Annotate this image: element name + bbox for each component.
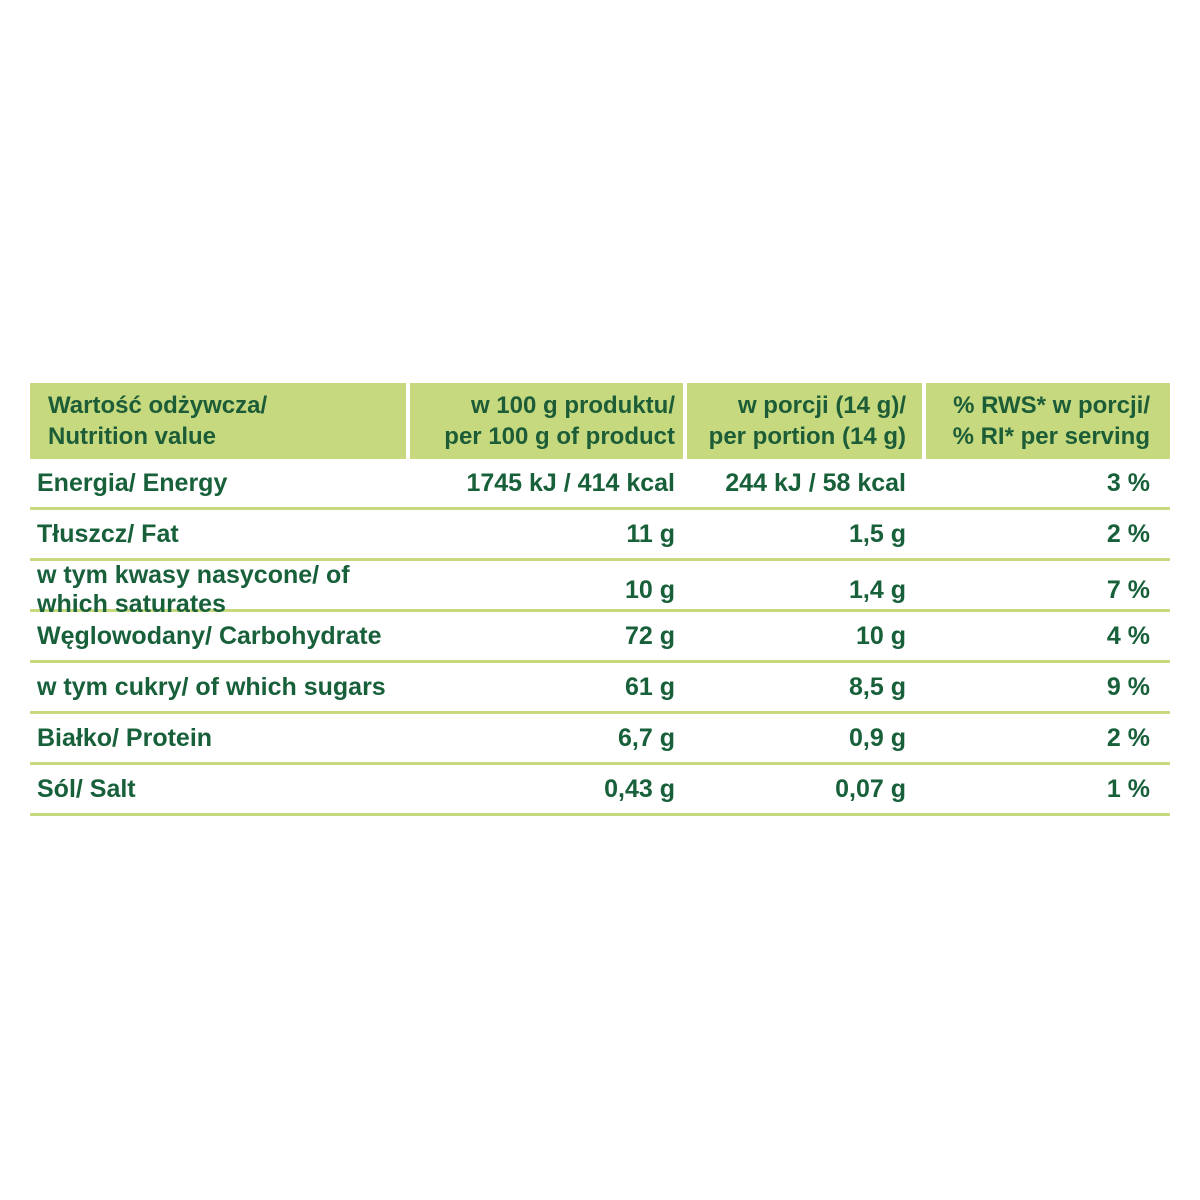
header-line: w 100 g produktu/ <box>470 392 675 419</box>
value-rws-percent: 7 % <box>1106 575 1150 604</box>
value-per-100g: 0,43 g <box>604 774 675 803</box>
table-header-row: Wartość odżywcza/ Nutrition value w 100 … <box>30 383 1170 459</box>
value-rws-percent: 4 % <box>1106 621 1150 650</box>
value-per-100g: 72 g <box>624 621 675 650</box>
value-per-portion: 0,9 g <box>849 723 906 752</box>
header-line: w porcji (14 g)/ <box>737 392 906 419</box>
header-line: Wartość odżywcza/ <box>48 392 268 419</box>
value-rws-percent: 3 % <box>1106 468 1150 497</box>
header-nutrition-value: Wartość odżywcza/ Nutrition value <box>30 383 406 459</box>
value-rws-percent: 9 % <box>1106 672 1150 701</box>
header-line: % RWS* w porcji/ <box>953 392 1150 419</box>
nutrient-label: Sól/ Salt <box>37 774 136 803</box>
table-row: Energia/ Energy 1745 kJ / 414 kcal 244 k… <box>30 459 1170 510</box>
value-rws-percent: 2 % <box>1106 519 1150 548</box>
header-per-portion: w porcji (14 g)/ per portion (14 g) <box>687 383 922 459</box>
value-rws-percent: 1 % <box>1106 774 1150 803</box>
nutrient-label: Białko/ Protein <box>37 723 213 752</box>
nutrient-label: w tym cukry/ of which sugars <box>37 672 386 701</box>
header-line: per 100 g of product <box>444 423 675 450</box>
value-per-portion: 8,5 g <box>849 672 906 701</box>
value-per-100g: 61 g <box>624 672 675 701</box>
table-row: Tłuszcz/ Fat 11 g 1,5 g 2 % <box>30 510 1170 561</box>
value-per-100g: 6,7 g <box>618 723 675 752</box>
value-per-100g: 10 g <box>624 575 675 604</box>
header-line: Nutrition value <box>48 423 217 450</box>
nutrient-label: w tym kwasy nasycone/ of which saturates <box>37 561 350 618</box>
table-row: Węglowodany/ Carbohydrate 72 g 10 g 4 % <box>30 612 1170 663</box>
table-row: Białko/ Protein 6,7 g 0,9 g 2 % <box>30 714 1170 765</box>
value-per-portion: 0,07 g <box>835 774 906 803</box>
header-line: per portion (14 g) <box>708 423 906 450</box>
nutrient-label: Węglowodany/ Carbohydrate <box>37 621 382 650</box>
table-row: Sól/ Salt 0,43 g 0,07 g 1 % <box>30 765 1170 816</box>
value-per-100g: 1745 kJ / 414 kcal <box>466 468 675 497</box>
table-row: w tym kwasy nasycone/ of which saturates… <box>30 561 1170 618</box>
header-rws-percent: % RWS* w porcji/ % RI* per serving <box>926 383 1170 459</box>
header-line: % RI* per serving <box>952 423 1150 450</box>
value-per-portion: 244 kJ / 58 kcal <box>725 468 906 497</box>
value-per-portion: 1,4 g <box>849 575 906 604</box>
value-per-portion: 10 g <box>855 621 906 650</box>
table-row: w tym cukry/ of which sugars 61 g 8,5 g … <box>30 663 1170 714</box>
nutrient-label: Tłuszcz/ Fat <box>37 519 179 548</box>
nutrient-label: Energia/ Energy <box>37 468 228 497</box>
value-rws-percent: 2 % <box>1106 723 1150 752</box>
value-per-100g: 11 g <box>626 519 675 548</box>
value-per-portion: 1,5 g <box>849 519 906 548</box>
header-per-100g: w 100 g produktu/ per 100 g of product <box>410 383 683 459</box>
nutrition-table: Wartość odżywcza/ Nutrition value w 100 … <box>30 383 1170 816</box>
